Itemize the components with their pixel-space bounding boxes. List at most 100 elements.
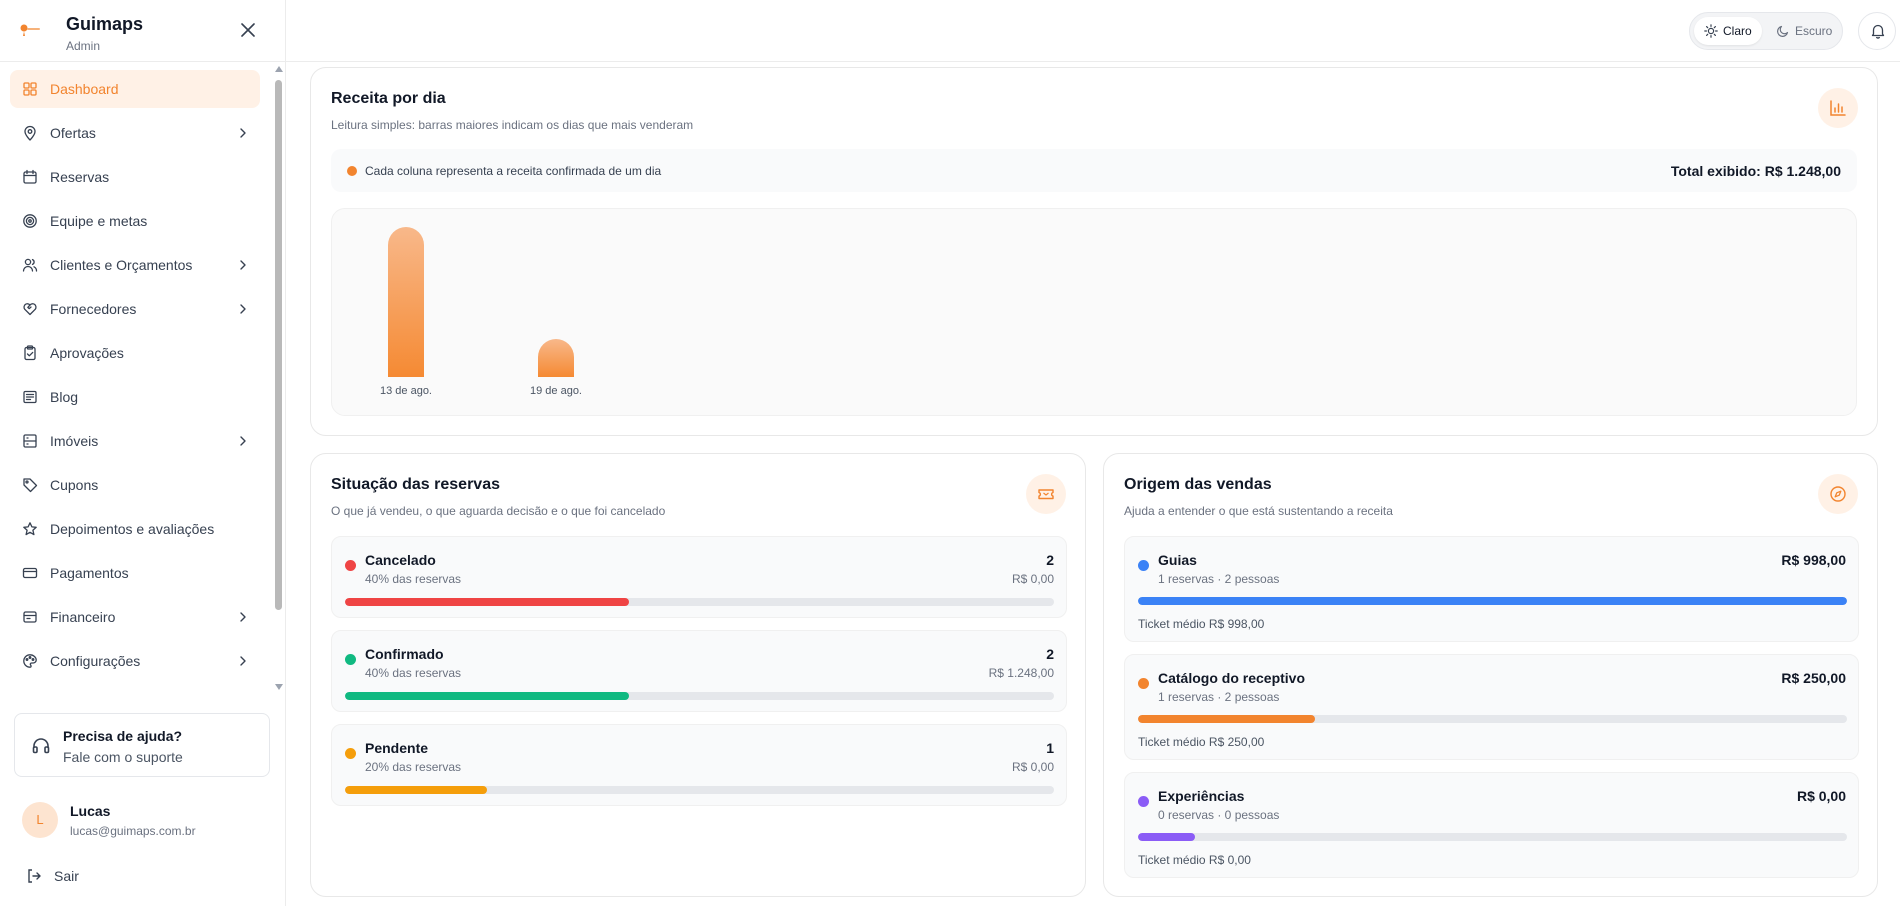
status-count: 2 — [1046, 552, 1054, 568]
theme-light-button[interactable]: Claro — [1694, 17, 1762, 45]
map-pin-icon — [24, 125, 36, 141]
progress-fill — [1138, 715, 1316, 723]
sidebar-nav: Dashboard Ofertas Reservas Equipe e metas Cl… — [0, 62, 272, 696]
help-support-card[interactable]: Precisa de ajuda? Fale com o suporte — [14, 713, 270, 777]
logout-button[interactable]: Sair — [22, 864, 142, 888]
revenue-subtitle: Leitura simples: barras maiores indicam … — [331, 118, 694, 132]
sidebar-item-newspaper[interactable]: Blog — [10, 378, 260, 416]
sidebar-item-label: Reservas — [50, 169, 110, 185]
sidebar-item-users[interactable]: Clientes e Orçamentos — [10, 246, 260, 284]
brand-header: Guimaps Admin — [0, 0, 285, 62]
sidebar-item-palette[interactable]: Configurações — [10, 642, 260, 680]
status-count: 2 — [1046, 646, 1054, 662]
sun-icon — [1704, 24, 1718, 38]
sidebar: Guimaps Admin Dashboard Ofertas Reservas Eq… — [0, 0, 286, 906]
origin-row: Experiências 0 reservas · 0 pessoas R$ 0,0… — [1124, 772, 1859, 878]
theme-toggle[interactable]: Claro Escuro — [1689, 12, 1843, 50]
revenue-card: Receita por dia Leitura simples: barras … — [310, 67, 1878, 436]
sidebar-item-map-pin[interactable]: Ofertas — [10, 114, 260, 152]
theme-dark-button[interactable]: Escuro — [1766, 17, 1838, 45]
sidebar-item-receipt[interactable]: Financeiro — [10, 598, 260, 636]
progress-fill — [345, 692, 629, 700]
chevron-right-icon — [240, 436, 246, 446]
status-value: R$ 0,00 — [1011, 572, 1054, 586]
chevron-right-icon — [240, 612, 246, 622]
origin-ticket: Ticket médio R$ 250,00 — [1138, 735, 1265, 749]
logout-label: Sair — [54, 868, 79, 884]
sidebar-item-label: Fornecedores — [50, 301, 137, 317]
legend-dot — [347, 166, 357, 176]
progress-fill — [345, 598, 629, 606]
sidebar-item-label: Configurações — [50, 653, 141, 669]
chevron-right-icon — [240, 128, 246, 138]
close-icon[interactable] — [238, 20, 258, 40]
sidebar-item-label: Dashboard — [50, 81, 119, 97]
origin-detail: 0 reservas · 0 pessoas — [1158, 808, 1280, 822]
status-name: Cancelado — [365, 552, 436, 568]
credit-card-icon — [22, 567, 38, 579]
users-icon — [22, 258, 38, 272]
chart-total: Total exibido: R$ 1.248,00 — [1670, 163, 1841, 179]
origin-dot — [1138, 560, 1149, 571]
sidebar-item-handshake[interactable]: Fornecedores — [10, 290, 260, 328]
palette-icon — [23, 654, 37, 668]
sidebar-item-label: Blog — [50, 389, 79, 405]
origin-ticket: Ticket médio R$ 998,00 — [1138, 617, 1265, 631]
bar-chart-icon — [1830, 100, 1846, 116]
brand-role: Admin — [66, 39, 101, 53]
sidebar-item-dashboard[interactable]: Dashboard — [10, 70, 260, 108]
origin-name: Catálogo do receptivo — [1158, 670, 1306, 686]
sidebar-item-building[interactable]: Imóveis — [10, 422, 260, 460]
guimaps-logo-icon — [20, 24, 40, 36]
scroll-down-arrow-icon[interactable] — [275, 684, 283, 690]
origin-detail: 1 reservas · 2 pessoas — [1158, 690, 1280, 704]
origin-card-icon — [1818, 474, 1858, 514]
status-row: Confirmado 40% das reservas 2 R$ 1.248,00 — [331, 630, 1067, 712]
origin-amount: R$ 0,00 — [1796, 788, 1846, 804]
origin-amount: R$ 250,00 — [1781, 670, 1846, 686]
clipboard-check-icon — [24, 345, 36, 361]
sidebar-item-target[interactable]: Equipe e metas — [10, 202, 260, 240]
origin-title: Origem das vendas — [1124, 476, 1272, 493]
sidebar-item-clipboard-check[interactable]: Aprovações — [10, 334, 260, 372]
sidebar-item-star[interactable]: Depoimentos e avaliações — [10, 510, 260, 548]
sidebar-item-label: Clientes e Orçamentos — [50, 257, 193, 273]
help-subtitle: Fale com o suporte — [63, 749, 183, 765]
calendar-icon — [23, 169, 37, 184]
notifications-button[interactable] — [1858, 12, 1896, 50]
progress-track — [345, 786, 1054, 794]
chart-bar[interactable] — [538, 339, 574, 377]
status-dot — [345, 560, 356, 571]
scroll-up-arrow-icon[interactable] — [275, 66, 283, 72]
target-icon — [23, 214, 37, 228]
chart-x-tick-label: 19 de ago. — [530, 385, 582, 397]
origin-detail: 1 reservas · 2 pessoas — [1158, 572, 1280, 586]
origin-name: Guias — [1158, 552, 1197, 568]
sidebar-scrollbar[interactable] — [274, 66, 284, 694]
chart-x-tick-label: 13 de ago. — [380, 385, 432, 397]
topbar: Claro Escuro — [286, 0, 1900, 62]
origin-ticket: Ticket médio R$ 0,00 — [1138, 853, 1251, 867]
logout-icon — [28, 869, 41, 883]
status-value: R$ 1.248,00 — [988, 666, 1054, 680]
sidebar-item-credit-card[interactable]: Pagamentos — [10, 554, 260, 592]
origin-subtitle: Ajuda a entender o que está sustentando … — [1124, 504, 1393, 518]
building-icon — [23, 434, 37, 448]
origin-row: Catálogo do receptivo 1 reservas · 2 pess… — [1124, 654, 1859, 760]
chevron-right-icon — [240, 304, 246, 314]
chevron-right-icon — [240, 260, 246, 270]
origin-amount: R$ 998,00 — [1781, 552, 1846, 568]
scroll-thumb[interactable] — [275, 80, 282, 610]
help-title: Precisa de ajuda? — [63, 728, 183, 744]
chart-bar[interactable] — [388, 227, 424, 377]
user-profile[interactable]: L Lucas lucas@guimaps.com.br — [22, 802, 272, 842]
dashboard-icon — [23, 82, 37, 96]
sidebar-item-calendar[interactable]: Reservas — [10, 158, 260, 196]
headphones-icon — [32, 738, 50, 754]
progress-track — [345, 598, 1054, 606]
compass-icon — [1830, 486, 1846, 502]
status-title: Situação das reservas — [331, 476, 500, 493]
theme-dark-label: Escuro — [1795, 24, 1833, 38]
sidebar-item-tag[interactable]: Cupons — [10, 466, 260, 504]
theme-light-label: Claro — [1723, 24, 1752, 38]
